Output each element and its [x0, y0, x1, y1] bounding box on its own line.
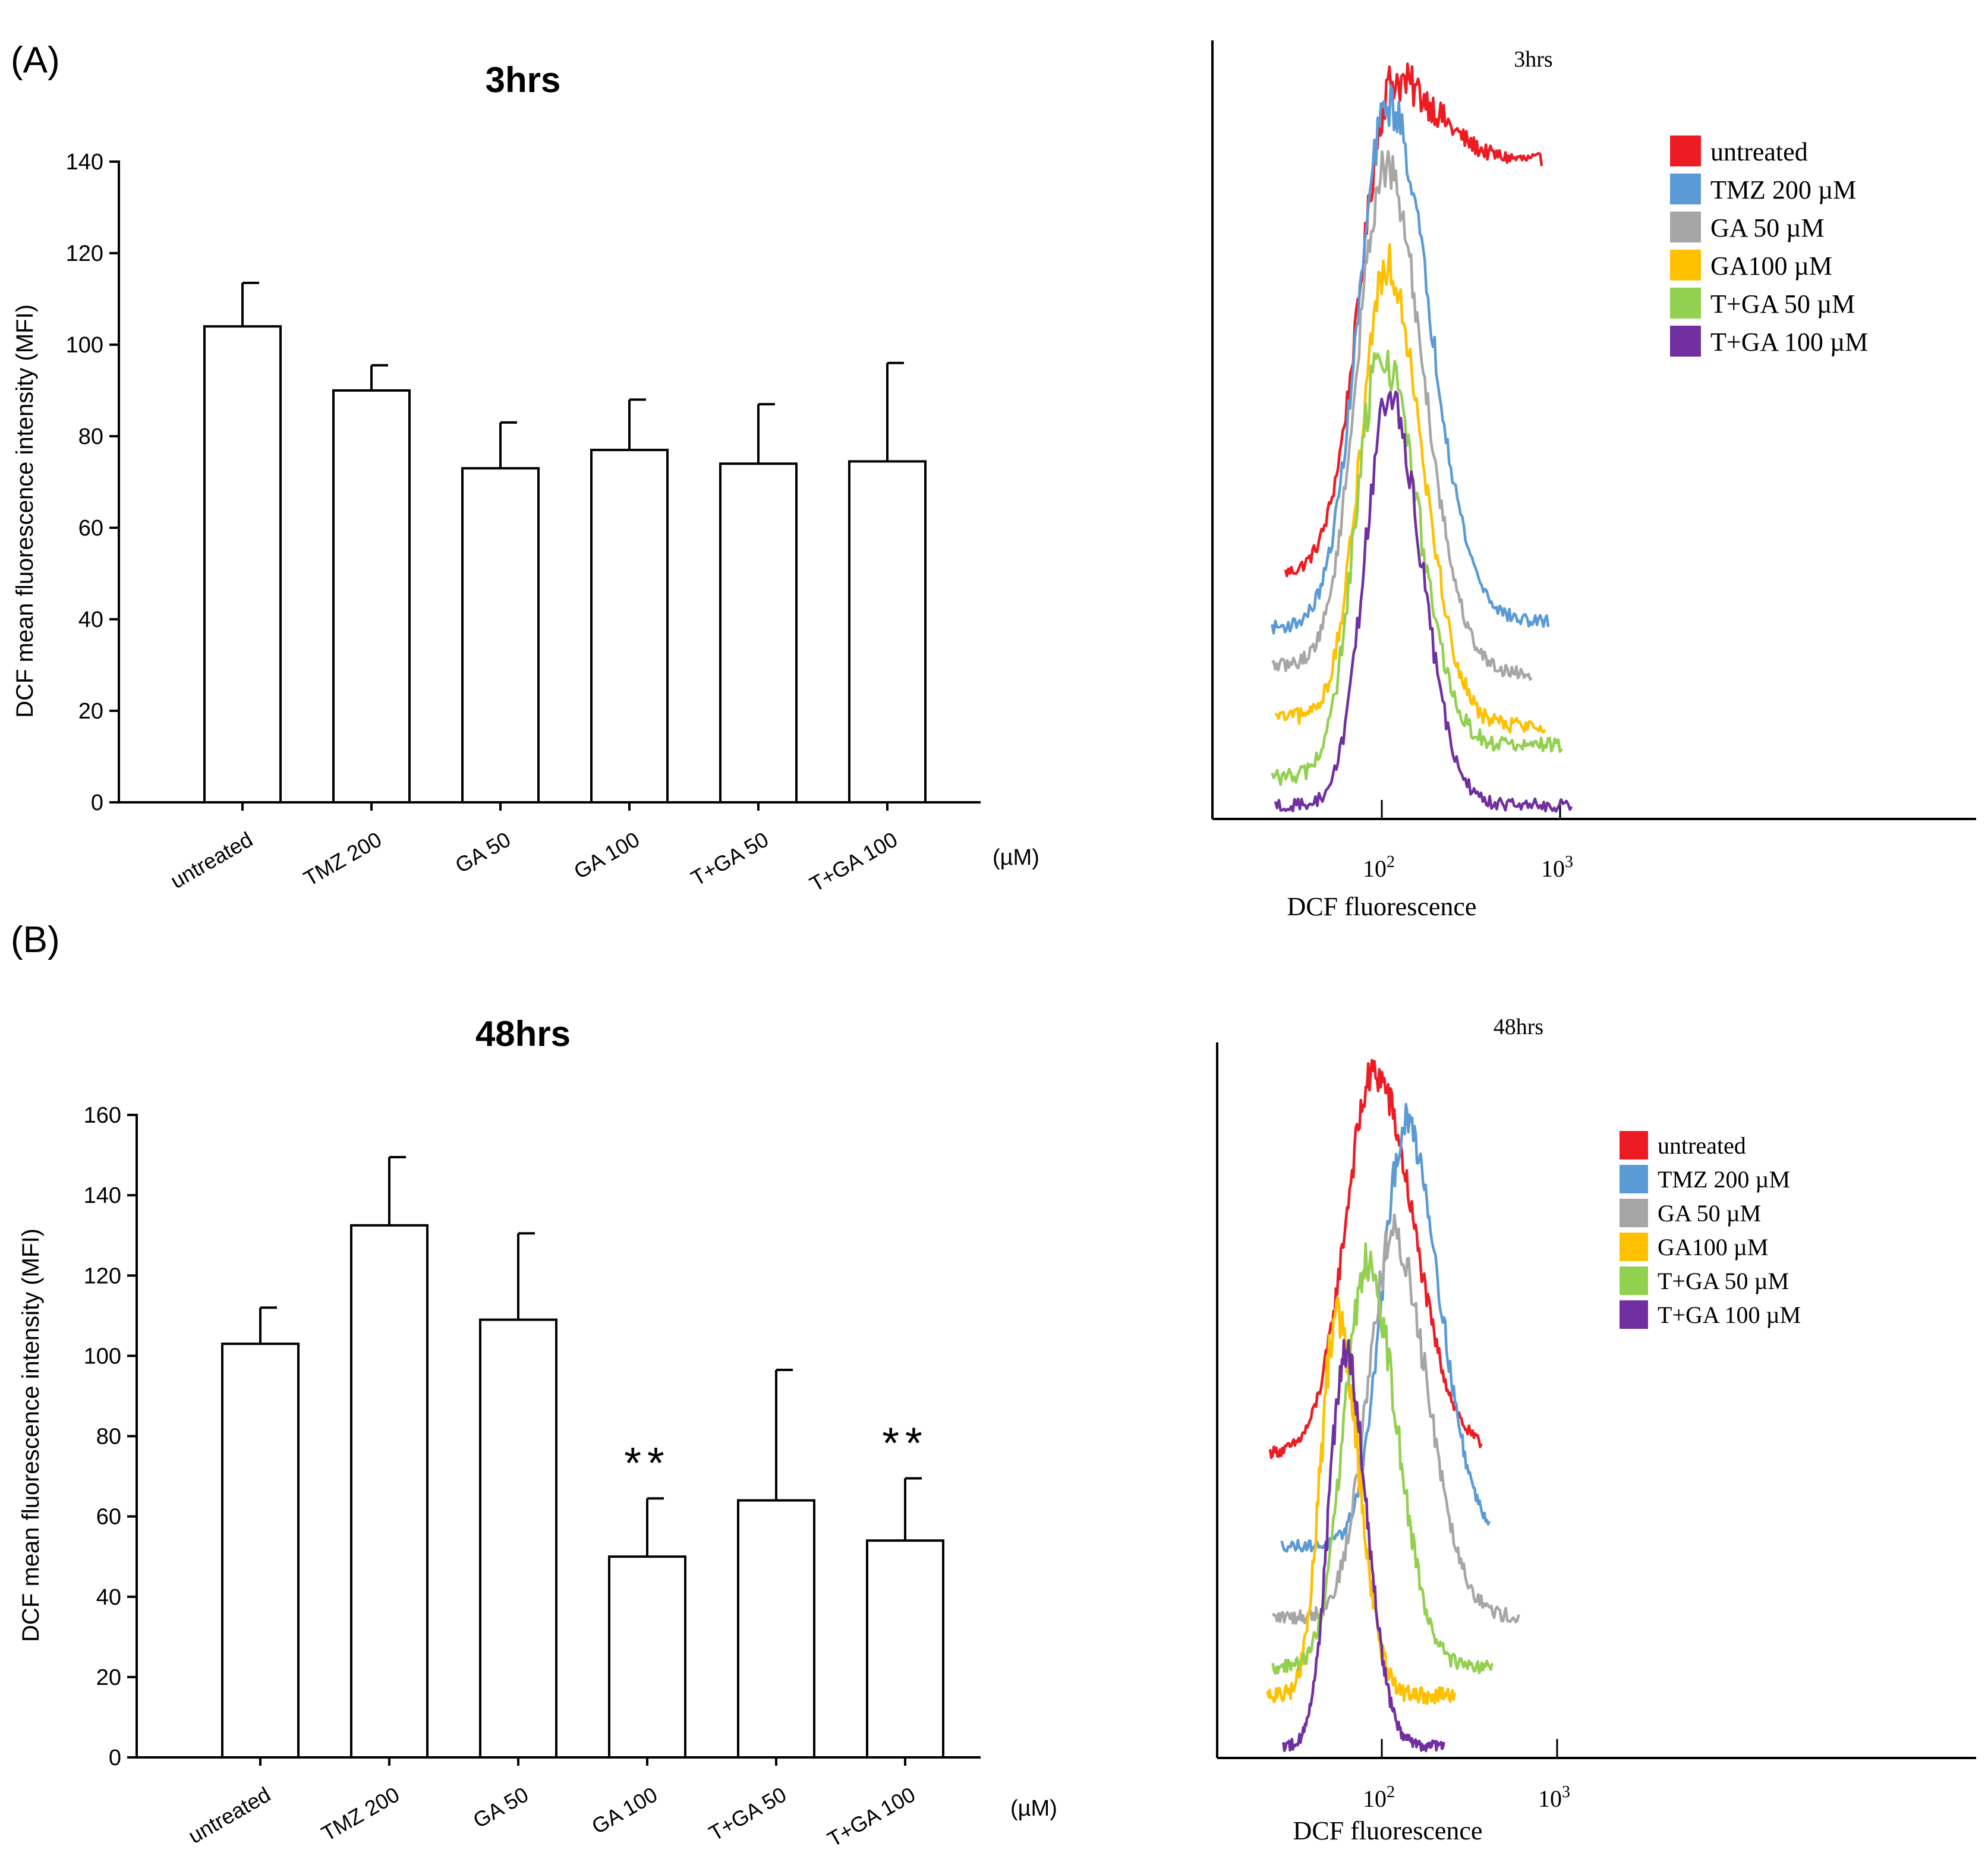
y-tick-label: 100 [84, 1344, 121, 1369]
legend-entry: TMZ 200 µM [1658, 1166, 1790, 1193]
panel-a: (A) 3hrs DCF mean fluorescence intensity… [11, 40, 1976, 921]
x-axis-unit: (µM) [1010, 1796, 1057, 1821]
histogram-x-tick-label: 102 [1363, 853, 1395, 882]
histogram-title: 3hrs [1514, 47, 1552, 72]
histogram-series-0 [1284, 62, 1543, 578]
histogram-series-4 [1271, 349, 1563, 786]
legend-entry: T+GA 100 µM [1658, 1302, 1801, 1328]
y-tick-label: 20 [96, 1665, 121, 1690]
legend-swatch [1620, 1131, 1648, 1159]
y-tick-label: 0 [109, 1745, 121, 1770]
histogram-x-label: DCF fluorescence [1287, 892, 1477, 921]
y-tick-label: 120 [66, 241, 103, 266]
histogram-series-4 [1271, 1242, 1494, 1675]
bar-tmz-200 [350, 1224, 429, 1759]
bar-t-ga-100 [866, 1539, 944, 1759]
histogram-x-tick-label: 103 [1538, 1783, 1570, 1812]
legend-swatch [1670, 136, 1701, 166]
y-tick-label: 160 [84, 1103, 121, 1128]
tick-base: 10 [1541, 855, 1565, 882]
bar-t-ga-100 [848, 460, 927, 804]
panel-label: (B) [11, 919, 60, 960]
histogram-series-3 [1274, 243, 1546, 734]
legend-swatch [1670, 212, 1701, 242]
bar-untreated [203, 325, 282, 804]
histogram-series-5 [1282, 1338, 1445, 1753]
legend-swatch [1670, 174, 1701, 204]
y-tick-label: 0 [91, 790, 103, 815]
bar-tmz-200 [332, 389, 411, 804]
histogram-series-0 [1268, 1058, 1483, 1460]
y-tick-label: 80 [78, 424, 103, 449]
y-tick-label: 120 [84, 1264, 121, 1288]
legend-swatch [1620, 1300, 1648, 1329]
y-tick-label: 140 [66, 150, 103, 175]
bar-ga-100 [608, 1555, 686, 1759]
significance-marker: ** [624, 1438, 670, 1488]
legend-swatch [1620, 1266, 1648, 1295]
y-axis-label: DCF mean fluorescence intensity (MFI) [18, 1228, 44, 1642]
legend-entry: T+GA 100 µM [1710, 327, 1868, 357]
y-tick-label: 100 [66, 333, 103, 358]
x-axis-unit: (µM) [993, 845, 1039, 870]
tick-exponent: 2 [1387, 853, 1395, 871]
legend-swatch [1670, 250, 1701, 281]
significance-marker: ** [882, 1418, 928, 1467]
legend-swatch [1620, 1165, 1648, 1193]
histogram-series-2 [1271, 150, 1533, 681]
tick-base: 10 [1538, 1785, 1562, 1812]
y-tick-label: 60 [96, 1505, 121, 1530]
panel-label: (A) [11, 40, 60, 81]
legend-entry: GA100 µM [1710, 251, 1832, 281]
legend-entry: GA 50 µM [1658, 1200, 1761, 1227]
histogram-series-5 [1274, 390, 1573, 813]
legend-entry: untreated [1658, 1132, 1746, 1159]
histogram-x-tick-label: 102 [1363, 1783, 1395, 1812]
legend-swatch [1670, 288, 1701, 319]
bar-ga-50 [479, 1318, 557, 1759]
legend-entry: TMZ 200 µM [1710, 175, 1856, 204]
legend-entry: T+GA 50 µM [1710, 289, 1855, 319]
tick-exponent: 3 [1565, 853, 1573, 871]
bar-ga-100 [590, 449, 669, 804]
bar-t-ga-50 [737, 1499, 815, 1759]
y-tick-label: 140 [84, 1183, 121, 1208]
legend-entry: T+GA 50 µM [1658, 1268, 1789, 1294]
histogram-title: 48hrs [1494, 1014, 1543, 1039]
y-tick-label: 20 [78, 699, 103, 724]
bar-chart-title: 3hrs [486, 60, 561, 100]
legend-entry: untreated [1710, 137, 1808, 166]
tick-base: 10 [1363, 855, 1387, 882]
tick-base: 10 [1363, 1785, 1387, 1812]
bar-untreated [221, 1343, 300, 1759]
histogram-x-label: DCF fluorescence [1293, 1816, 1483, 1845]
histogram-series-2 [1271, 1213, 1520, 1625]
legend-swatch [1670, 326, 1701, 357]
y-tick-label: 60 [78, 516, 103, 541]
tick-exponent: 2 [1387, 1783, 1395, 1801]
y-axis-label: DCF mean fluorescence intensity (MFI) [12, 304, 38, 718]
bar-chart-title: 48hrs [475, 1014, 571, 1054]
y-tick-label: 40 [78, 607, 103, 632]
legend-swatch [1620, 1233, 1648, 1261]
tick-exponent: 3 [1562, 1783, 1570, 1801]
legend-swatch [1620, 1199, 1648, 1227]
y-tick-label: 40 [96, 1585, 121, 1610]
bar-t-ga-50 [719, 462, 798, 804]
legend-entry: GA 50 µM [1710, 213, 1825, 242]
histogram-series-1 [1271, 84, 1550, 635]
legend-entry: GA100 µM [1658, 1234, 1768, 1261]
histogram-x-tick-label: 103 [1541, 853, 1573, 882]
bar-ga-50 [461, 467, 540, 804]
y-tick-label: 80 [96, 1425, 121, 1450]
